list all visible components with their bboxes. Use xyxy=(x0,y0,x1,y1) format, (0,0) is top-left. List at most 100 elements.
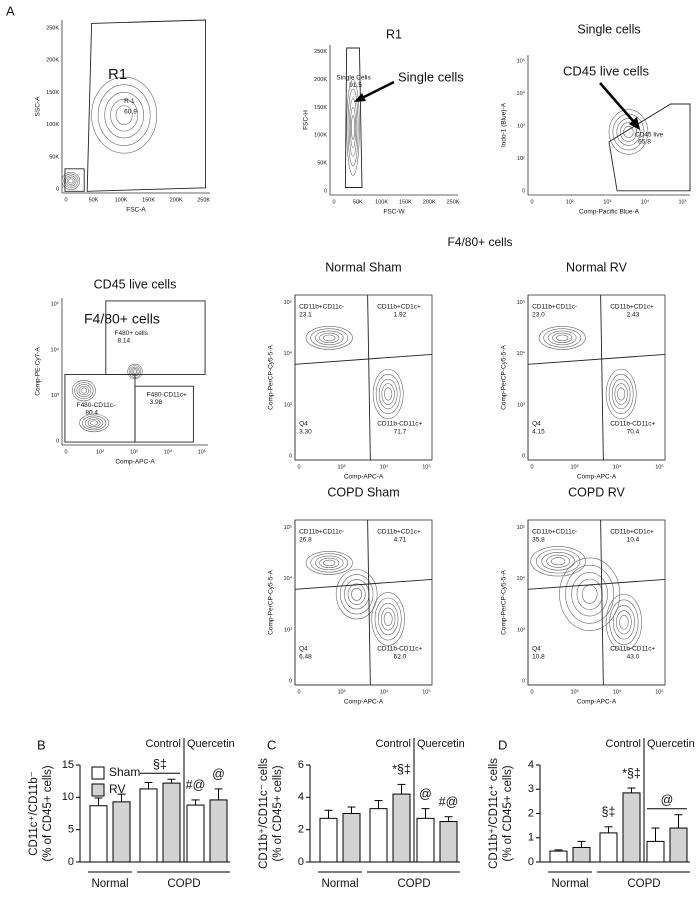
contour xyxy=(605,368,637,420)
y-tick-label: 10³ xyxy=(284,402,292,408)
quadrant-line xyxy=(294,353,433,365)
quadrant-line xyxy=(294,578,433,590)
panel-letter: A xyxy=(6,3,15,18)
y-tick-label: 50K xyxy=(49,154,59,160)
gate-value: 80.4 xyxy=(85,409,98,416)
contour xyxy=(319,332,340,344)
contour xyxy=(305,326,353,350)
contour xyxy=(546,554,570,568)
y-tick-label: 10 xyxy=(62,791,74,803)
x-axis-label: Comp-Pacific Blue-A xyxy=(579,209,640,216)
gate-name: F480-CD11c+ xyxy=(147,392,187,399)
x-axis-label: Comp-APC-A xyxy=(577,699,617,706)
contour xyxy=(97,84,151,146)
contour xyxy=(87,418,101,427)
contour xyxy=(576,578,603,610)
group-label: Control xyxy=(376,738,411,750)
contour xyxy=(79,413,110,433)
x-tick-label: 250K xyxy=(197,197,210,203)
gate-value: 65.8 xyxy=(638,139,651,146)
contour xyxy=(85,417,104,429)
y-axis-label: (% of CD45+ cells) xyxy=(42,765,54,861)
legend-label: Sham xyxy=(109,765,140,779)
x-tick-label: 10³ xyxy=(570,464,578,470)
panel-title: R1 xyxy=(386,27,402,41)
contour xyxy=(347,583,366,605)
contour xyxy=(605,593,643,651)
contour xyxy=(71,380,96,402)
contour xyxy=(538,326,586,350)
y-tick-label: 10³ xyxy=(51,393,59,399)
bar xyxy=(599,832,618,863)
panel-title: COPD Sham xyxy=(327,485,399,499)
bar xyxy=(392,793,411,863)
x-tick-label: 10⁴ xyxy=(380,463,389,470)
y-tick-label: 2 xyxy=(528,807,534,819)
gate-value: 70.4 xyxy=(627,429,640,436)
gate-value: 3.30 xyxy=(299,429,312,436)
contour xyxy=(335,569,378,620)
x-tick-label: 50K xyxy=(89,197,99,203)
gate-name: CD11b+CD1c+ xyxy=(377,528,421,535)
contour xyxy=(556,334,569,342)
significance-mark: #@ xyxy=(439,795,459,809)
gate-value: 60.9 xyxy=(124,108,137,115)
y-tick-label: 10⁴ xyxy=(517,575,526,582)
gate-name: Q4 xyxy=(532,645,541,652)
contour xyxy=(351,115,355,140)
y-tick-label: 0 xyxy=(56,438,59,444)
contour xyxy=(74,382,94,400)
gate-name: R-1 xyxy=(124,98,135,105)
gate xyxy=(64,168,85,192)
x-tick-label: 10³ xyxy=(337,689,345,695)
x-tick-label: 10³ xyxy=(570,689,578,695)
panel-letter: C xyxy=(267,737,276,752)
gate-value: 8.14 xyxy=(117,337,130,344)
contour xyxy=(381,383,395,405)
y-tick-label: 150K xyxy=(314,105,327,111)
y-axis-label: SSC-A xyxy=(35,96,42,117)
gate-name: CD11b+CD11c- xyxy=(532,303,577,310)
y-tick-label: 3 xyxy=(528,783,534,795)
legend-swatch xyxy=(91,766,105,780)
bar xyxy=(89,805,108,863)
callout: Single cells xyxy=(398,69,464,84)
bar xyxy=(319,817,338,863)
contour xyxy=(374,597,402,641)
bar xyxy=(572,846,591,863)
y-axis-label: Indo-1 (Blue)-A xyxy=(501,102,508,147)
contour xyxy=(350,107,357,148)
contour xyxy=(541,552,575,571)
x-tick-label: 200K xyxy=(423,199,436,205)
gate-value: 2.43 xyxy=(627,312,640,319)
y-tick-label: 10⁴ xyxy=(517,90,526,97)
x-tick-label: 10⁴ xyxy=(641,198,650,205)
x-tick-label: 10⁴ xyxy=(613,688,622,695)
gate-name: CD11b-CD11c+ xyxy=(610,420,655,427)
y-axis-label: CD11c⁺/CD11b⁻ xyxy=(28,771,40,856)
contour xyxy=(68,178,74,184)
y-tick-label: 4 xyxy=(298,791,304,803)
x-tick-label: 0 xyxy=(530,689,533,695)
plot-frame xyxy=(294,519,433,686)
gate-name: Single Cells xyxy=(336,75,371,82)
contour xyxy=(82,415,107,431)
arrow-head xyxy=(629,117,640,130)
x-tick-label: 10³ xyxy=(130,449,138,455)
x-tick-label: 10⁴ xyxy=(380,688,389,695)
y-tick-label: 10⁵ xyxy=(517,524,525,531)
x-tick-label: 0 xyxy=(64,449,67,455)
gate-value: 3.98 xyxy=(150,399,163,406)
contour xyxy=(348,98,358,157)
big-label: R1 xyxy=(108,66,127,83)
significance-mark: @ xyxy=(212,767,225,781)
bar xyxy=(139,788,158,863)
arrow-head xyxy=(354,93,366,102)
gate-value: 10.8 xyxy=(532,654,545,661)
contour xyxy=(614,383,628,405)
y-axis-label: (% of CD45+ cells) xyxy=(272,765,284,861)
gate-name: CD11b-CD11c+ xyxy=(610,645,655,652)
y-tick-label: 50K xyxy=(317,161,327,167)
gate-name: CD11b+CD1c+ xyxy=(377,303,421,310)
y-tick-label: 10⁴ xyxy=(51,346,60,353)
